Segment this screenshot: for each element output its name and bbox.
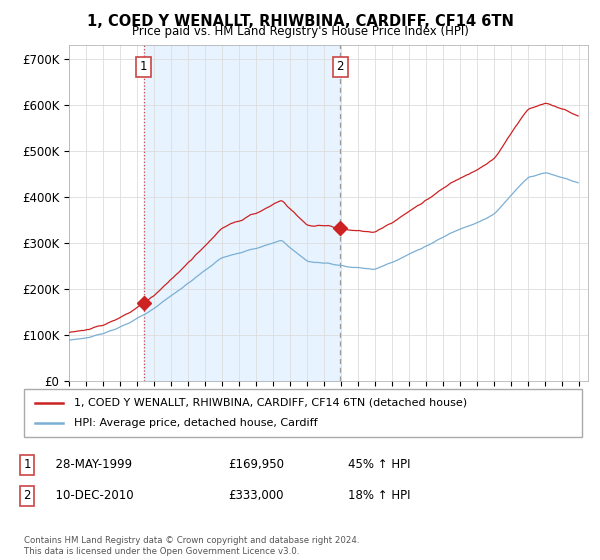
Text: Contains HM Land Registry data © Crown copyright and database right 2024.
This d: Contains HM Land Registry data © Crown c… xyxy=(24,536,359,556)
Text: 18% ↑ HPI: 18% ↑ HPI xyxy=(348,489,410,502)
Text: 1: 1 xyxy=(23,458,31,472)
Text: 28-MAY-1999: 28-MAY-1999 xyxy=(48,458,132,472)
Text: 1, COED Y WENALLT, RHIWBINA, CARDIFF, CF14 6TN (detached house): 1, COED Y WENALLT, RHIWBINA, CARDIFF, CF… xyxy=(74,398,467,408)
Text: 2: 2 xyxy=(337,60,344,73)
Text: £333,000: £333,000 xyxy=(228,489,284,502)
Text: HPI: Average price, detached house, Cardiff: HPI: Average price, detached house, Card… xyxy=(74,418,318,428)
Text: £169,950: £169,950 xyxy=(228,458,284,472)
Text: Price paid vs. HM Land Registry's House Price Index (HPI): Price paid vs. HM Land Registry's House … xyxy=(131,25,469,38)
Text: 2: 2 xyxy=(23,489,31,502)
Text: 10-DEC-2010: 10-DEC-2010 xyxy=(48,489,134,502)
Text: 1: 1 xyxy=(140,60,147,73)
Text: 1, COED Y WENALLT, RHIWBINA, CARDIFF, CF14 6TN: 1, COED Y WENALLT, RHIWBINA, CARDIFF, CF… xyxy=(86,14,514,29)
Text: 45% ↑ HPI: 45% ↑ HPI xyxy=(348,458,410,472)
FancyBboxPatch shape xyxy=(24,389,582,437)
